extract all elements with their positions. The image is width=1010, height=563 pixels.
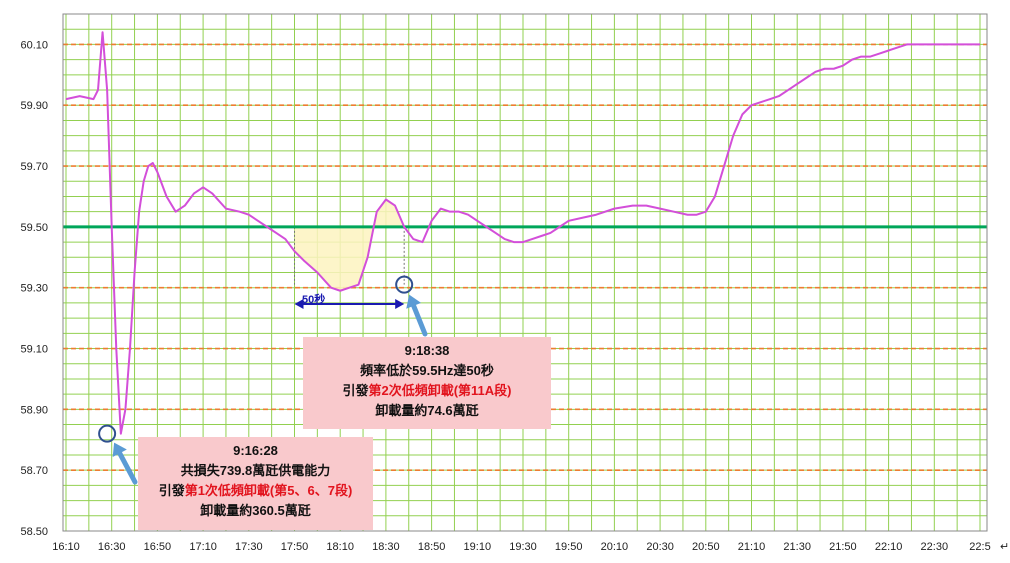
callout-first-shedding: 9:16:28 共損失739.8萬瓩供電能力 引發第1次低頻卸載(第5、6、7段…	[138, 437, 373, 530]
x-tick-label: 16:30	[98, 541, 126, 553]
x-tick-label: 17:10	[189, 541, 217, 553]
callout-arrow-head	[112, 442, 127, 458]
frequency-series-line	[65, 31, 980, 435]
duration-arrow-head-left	[294, 299, 304, 309]
y-tick-label: 59.50	[20, 222, 48, 234]
callout-2-time: 9:18:38	[404, 343, 450, 358]
callout-1-loss: 共損失739.8萬瓩供電能力	[180, 463, 331, 478]
x-tick-label: 16:10	[52, 541, 80, 553]
y-tick-label: 58.90	[20, 404, 48, 416]
callout-1-trigger-red: 第1次低頻卸載(第5、6、7段)	[184, 483, 353, 498]
callout-2-amount: 卸載量約74.6萬瓩	[375, 403, 479, 418]
x-tick-label: 20:30	[646, 541, 674, 553]
y-tick-label: 59.90	[20, 100, 48, 112]
x-tick-label: 18:30	[372, 541, 400, 553]
callout-2-trigger-red: 第2次低頻卸載(第11A段)	[368, 383, 512, 398]
callout-2-trigger: 引發第2次低頻卸載(第11A段)	[303, 381, 551, 401]
shaded-region-borders	[294, 226, 405, 285]
x-tick-label: 20:50	[692, 541, 720, 553]
callout-arrow-shaft	[411, 303, 428, 337]
x-tick-label: 22:5	[969, 541, 990, 553]
x-tick-label: 16:50	[144, 541, 172, 553]
x-tick-label: 19:10	[464, 541, 492, 553]
callout-1-trigger-prefix: 引發	[158, 483, 185, 498]
x-axis-ticks: 16:10 16:30 16:50 17:10 17:30 17:50 18:10 18:30…	[52, 541, 1009, 553]
y-tick-label: 59.30	[20, 283, 48, 295]
x-tick-label: 20:10	[601, 541, 629, 553]
x-tick-label: 21:50	[829, 541, 857, 553]
y-tick-label: 60.10	[20, 39, 48, 51]
x-tick-label: 22:30	[921, 541, 949, 553]
y-tick-label: 58.50	[20, 526, 48, 538]
x-tick-label: 21:10	[738, 541, 766, 553]
x-tick-label: 17:50	[281, 541, 309, 553]
y-axis-ticks: 60.10 59.90 59.70 59.50 59.30 59.10 58.90 58.70…	[20, 39, 48, 538]
x-tick-label: 19:50	[555, 541, 583, 553]
event-markers	[98, 275, 414, 443]
callout-1-trigger: 引發第1次低頻卸載(第5、6、7段)	[138, 481, 373, 501]
callout-2-trigger-prefix: 引發	[342, 383, 369, 398]
plot-frame	[62, 13, 988, 532]
shaded-duration-region	[294, 199, 405, 291]
duration-arrow	[294, 299, 405, 309]
y-tick-label: 58.70	[20, 465, 48, 477]
callout-2-condition: 頻率低於59.5Hz達50秒	[360, 363, 494, 378]
x-tick-label: 18:50	[418, 541, 446, 553]
x-tick-end-mark: ↵	[1000, 541, 1009, 553]
y-tick-label: 59.10	[20, 344, 48, 356]
callout-arrow-shaft	[117, 450, 138, 485]
x-tick-label: 21:30	[783, 541, 811, 553]
callout-1-amount: 卸載量約360.5萬瓩	[200, 503, 311, 518]
x-tick-label: 18:10	[326, 541, 354, 553]
event-marker-circle	[395, 275, 414, 294]
x-tick-label: 19:30	[509, 541, 537, 553]
x-tick-label: 17:30	[235, 541, 263, 553]
x-tick-label: 22:10	[875, 541, 903, 553]
callout-arrows	[112, 294, 428, 485]
callout-1-time: 9:16:28	[233, 443, 278, 458]
y-tick-label: 59.70	[20, 161, 48, 173]
event-marker-circle	[98, 424, 117, 443]
duration-arrow-head-right	[395, 299, 405, 309]
duration-label: 50秒	[302, 294, 326, 306]
callout-second-shedding: 9:18:38 頻率低於59.5Hz達50秒 引發第2次低頻卸載(第11A段) …	[303, 337, 551, 429]
callout-arrow-head	[406, 294, 422, 309]
